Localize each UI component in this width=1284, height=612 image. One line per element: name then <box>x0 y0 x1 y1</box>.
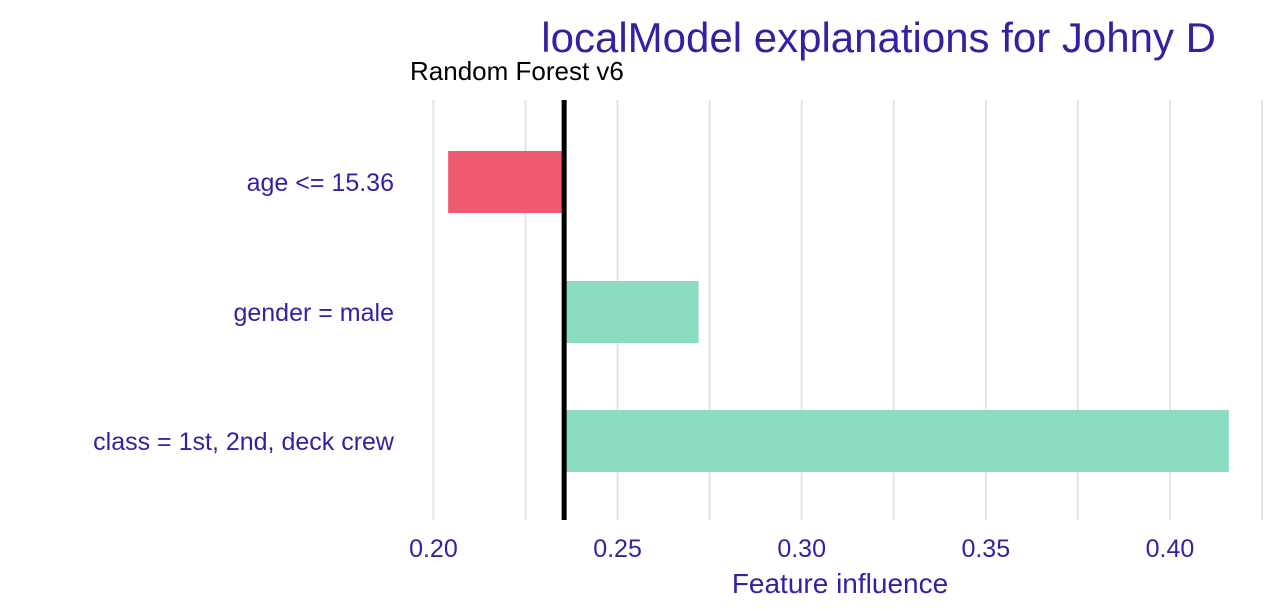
x-tick-label: 0.25 <box>593 535 642 563</box>
y-tick-label: class = 1st, 2nd, deck crew <box>93 428 395 456</box>
x-tick-label: 0.40 <box>1146 535 1195 563</box>
chart-subtitle: Random Forest v6 <box>410 56 624 86</box>
bar <box>448 151 565 213</box>
bars <box>448 151 1229 472</box>
y-tick-label: gender = male <box>233 299 394 327</box>
chart-title: localModel explanations for Johny D <box>541 14 1216 61</box>
x-axis-title: Feature influence <box>732 568 948 599</box>
y-axis-labels: age <= 15.36 gender = male class = 1st, 2n… <box>93 169 395 456</box>
x-tick-label: 0.35 <box>961 535 1010 563</box>
x-tick-label: 0.20 <box>409 535 458 563</box>
y-tick-label: age <= 15.36 <box>247 169 394 197</box>
bar <box>564 410 1229 472</box>
x-axis-tick-labels: 0.20 0.25 0.30 0.35 0.40 <box>409 535 1194 563</box>
bar <box>564 281 699 343</box>
x-tick-label: 0.30 <box>777 535 826 563</box>
